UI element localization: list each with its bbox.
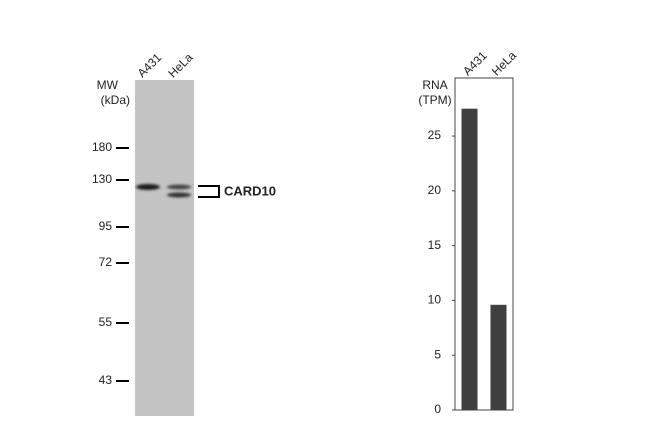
x-tick-label: A431 [460,48,490,78]
band-bracket [198,185,220,198]
lane-label: HeLa [165,50,195,80]
blot-membrane [135,80,194,416]
unit-label: (kDa) [101,93,130,107]
y-axis-label: (TPM) [418,93,451,107]
band [167,192,191,198]
x-tick-label: HeLa [489,48,519,78]
marker-label: 55 [99,315,113,329]
marker-label: 130 [92,172,112,186]
marker-label: 95 [99,219,113,233]
marker-label: 43 [99,373,113,387]
y-tick-label: 10 [428,293,442,307]
y-tick-label: 15 [428,238,442,252]
lane-label: A431 [135,50,165,80]
band [167,184,191,190]
y-tick-label: 25 [428,128,442,142]
y-tick-label: 0 [434,402,441,416]
y-tick-label: 5 [434,347,441,361]
mw-label: MW [97,78,119,92]
bar [461,108,478,410]
bar [490,304,507,410]
y-axis-label: RNA [422,78,447,92]
band [136,184,160,190]
y-tick-label: 20 [428,183,442,197]
marker-label: 72 [99,255,113,269]
band-label: CARD10 [224,183,276,198]
plot-frame [454,77,514,411]
marker-label: 180 [92,140,112,154]
